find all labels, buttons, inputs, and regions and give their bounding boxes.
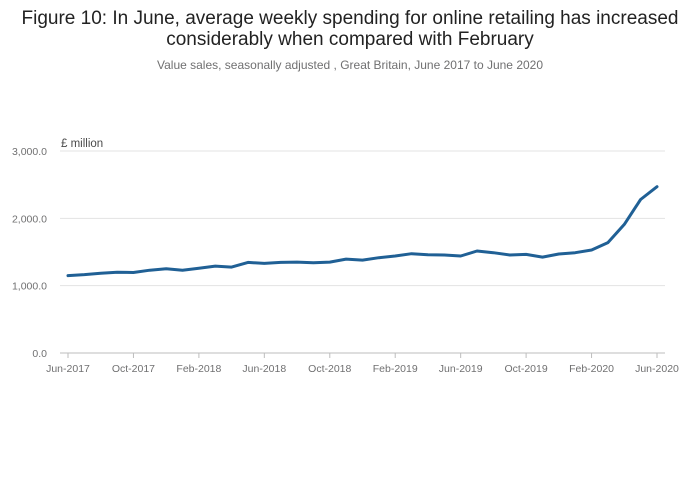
chart-subtitle: Value sales, seasonally adjusted , Great…: [156, 58, 544, 72]
series-line: [66, 185, 659, 278]
data-point: [344, 257, 348, 261]
data-point: [279, 260, 283, 264]
data-point: [590, 248, 594, 252]
x-tick-label: Feb-2020: [569, 363, 614, 375]
y-tick-label: 0.0: [32, 348, 47, 360]
data-point: [328, 260, 332, 264]
chart-title: Figure 10: In June, average weekly spend…: [21, 8, 679, 50]
data-point: [508, 253, 512, 257]
data-point: [442, 253, 446, 257]
data-point: [131, 271, 135, 275]
y-tick-label: 2,000.0: [12, 213, 47, 225]
x-tick-label: Oct-2019: [505, 363, 548, 375]
grid-lines: [60, 150, 665, 287]
data-point: [459, 254, 463, 258]
x-tick-label: Jun-2020: [635, 363, 679, 375]
data-point: [557, 252, 561, 256]
data-point: [426, 253, 430, 257]
data-point: [606, 241, 610, 245]
x-tick-label: Oct-2017: [112, 363, 155, 375]
data-point: [622, 222, 626, 226]
data-point: [295, 260, 299, 264]
data-point: [197, 266, 201, 270]
data-point: [246, 260, 250, 264]
data-point: [66, 274, 70, 278]
x-tick-label: Jun-2017: [46, 363, 90, 375]
data-point: [361, 258, 365, 262]
series-group: [66, 185, 659, 278]
data-point: [393, 254, 397, 258]
data-point: [82, 273, 86, 277]
data-point: [540, 255, 544, 259]
data-point: [115, 270, 119, 274]
tick-labels: 0.0 1,000.0 2,000.0 3,000.0 Jun-2017 Oct-2017…: [12, 146, 679, 375]
data-point: [181, 268, 185, 272]
data-point: [524, 252, 528, 256]
data-point: [262, 261, 266, 265]
y-tick-label: 1,000.0: [12, 281, 47, 293]
y-tick-label: 3,000.0: [12, 146, 47, 158]
x-tick-label: Oct-2018: [308, 363, 351, 375]
data-point: [410, 252, 414, 256]
data-point: [148, 268, 152, 272]
data-point: [164, 267, 168, 271]
axes: [60, 352, 665, 358]
x-tick-label: Feb-2019: [373, 363, 418, 375]
data-point: [230, 265, 234, 269]
data-point: [99, 271, 103, 275]
data-point: [213, 264, 217, 268]
data-point: [311, 261, 315, 265]
data-point: [475, 249, 479, 253]
data-point: [655, 185, 659, 189]
x-tick-label: Jun-2019: [439, 363, 483, 375]
x-tick-label: Feb-2018: [176, 363, 221, 375]
data-point: [639, 197, 643, 201]
data-point: [491, 251, 495, 255]
y-axis-unit-label: £ million: [61, 138, 103, 150]
data-point: [377, 256, 381, 260]
x-tick-label: Jun-2018: [242, 363, 286, 375]
data-point: [573, 251, 577, 255]
